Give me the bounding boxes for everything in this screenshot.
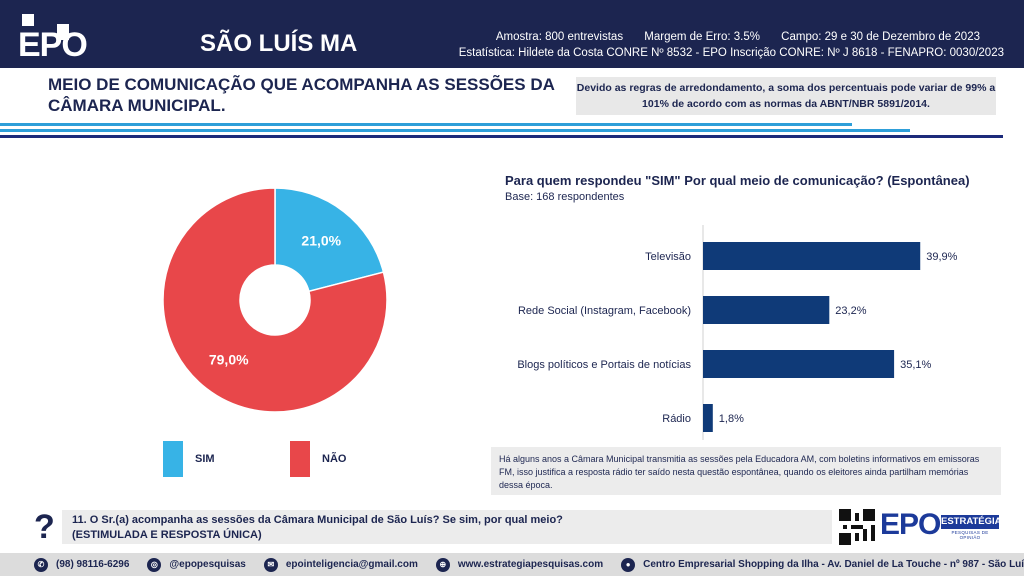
instagram-icon: ◎ [147, 557, 162, 572]
bar [703, 296, 830, 324]
question-mark-icon: ? [34, 508, 55, 546]
footer-contact-text: www.estrategiapesquisas.com [457, 559, 604, 570]
rounding-note: Devido as regras de arredondamento, a so… [576, 77, 996, 115]
brand-logo: EPO [880, 508, 941, 541]
bar-value-label: 1,8% [719, 413, 744, 425]
qr-code-icon [839, 509, 875, 545]
bar [703, 404, 713, 432]
footer-contact[interactable]: ⊕ www.estrategiapesquisas.com [435, 557, 604, 572]
bar-value-label: 39,9% [926, 251, 957, 263]
sample-size: Amostra: 800 entrevistas [495, 31, 624, 43]
legend-item-sim: SIM [163, 441, 215, 477]
question-text: 11. O Sr.(a) acompanha as sessões da Câm… [72, 514, 563, 526]
error-margin: Margem de Erro: 3.5% [644, 31, 760, 43]
registry-info: Estatística: Hildete da Costa CONRE Nº 8… [458, 47, 1004, 59]
bar-value-label: 35,1% [900, 359, 931, 371]
footer-contact[interactable]: ● Centro Empresarial Shopping da Ilha - A… [621, 557, 1024, 572]
pie-slice-sim [274, 187, 385, 293]
pie-data-label: 21,0% [301, 232, 341, 248]
divider-stripe [0, 129, 910, 132]
category-label: Rede Social (Instagram, Facebook) [518, 305, 691, 317]
footer-contact-text: Centro Empresarial Shopping da Ilha - Av… [643, 559, 1024, 570]
logo: EPO [18, 26, 88, 64]
bar-chart-title: Para quem respondeu "SIM" Por qual meio … [505, 173, 970, 188]
email-icon: ✉ [263, 557, 278, 572]
legend-item-nao: NÃO [290, 441, 346, 477]
globe-icon: ⊕ [435, 557, 450, 572]
footer-contact-text: @epopesquisas [169, 559, 246, 570]
pie-data-label: 79,0% [209, 352, 249, 368]
field-dates: Campo: 29 e 30 de Dezembro de 2023 [781, 31, 980, 43]
legend-swatch-nao [290, 441, 310, 477]
survey-meta: Amostra: 800 entrevistas Margem de Erro:… [478, 31, 980, 43]
donut-chart: 21,0% 79,0% [162, 187, 388, 413]
brand-tagline: PESQUISAS DE OPINIÃO [951, 530, 989, 540]
pie-slice-nao [162, 187, 388, 413]
city-title: SÃO LUÍS MA [200, 30, 358, 57]
header-bar: EPO SÃO LUÍS MA Amostra: 800 entrevistas… [0, 0, 1024, 68]
bar [703, 242, 921, 270]
location-icon: ● [621, 557, 636, 572]
footer-contact[interactable]: ◎ @epopesquisas [147, 557, 246, 572]
page-title: MEIO DE COMUNICAÇÃO QUE ACOMPANHA AS SES… [48, 75, 555, 115]
divider-stripe [0, 123, 852, 126]
footer-contact[interactable]: ✉ epointeligencia@gmail.com [263, 557, 418, 572]
footer-contact-text: (98) 98116-6296 [56, 559, 130, 570]
brand-subtitle: ESTRATÉGIA [941, 515, 1002, 529]
category-label: Televisão [645, 251, 691, 263]
legend-swatch-sim [163, 441, 183, 477]
bar [703, 350, 895, 378]
footer-contact-text: epointeligencia@gmail.com [285, 559, 418, 570]
divider-stripe [0, 135, 1003, 138]
info-note: Há alguns anos a Câmara Municipal transm… [491, 447, 1001, 495]
category-label: Rádio [662, 413, 691, 425]
footer-contact[interactable]: ✆ (98) 98116-6296 [34, 557, 130, 572]
logo-mark-2 [57, 24, 69, 40]
legend-label-sim: SIM [195, 453, 215, 465]
question-type: (ESTIMULADA E RESPOSTA ÚNICA) [72, 529, 262, 541]
category-label: Blogs políticos e Portais de notícias [517, 359, 691, 371]
bar-chart: Televisão 39,9% Rede Social (Instagram, Fa… [517, 225, 958, 440]
footer-contacts: ✆ (98) 98116-6296 ◎ @epopesquisas ✉ epointeli… [0, 553, 1024, 576]
legend-label-nao: NÃO [322, 453, 347, 465]
bar-chart-subtitle: Base: 168 respondentes [505, 191, 625, 203]
bar-value-label: 23,2% [835, 305, 866, 317]
logo-mark [22, 14, 34, 26]
question-box: 11. O Sr.(a) acompanha as sessões da Câm… [62, 510, 832, 544]
whatsapp-icon: ✆ [34, 557, 48, 572]
